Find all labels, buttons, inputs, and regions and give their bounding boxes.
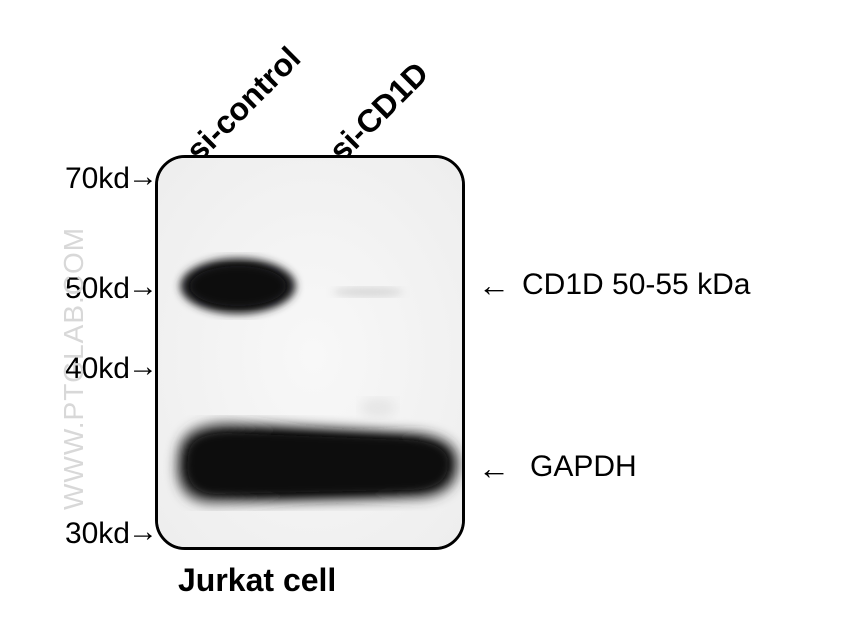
arrow-cd1d: ← <box>478 267 510 304</box>
lane-label-control: si-control <box>179 40 308 169</box>
marker-arrow-70: → <box>128 160 158 194</box>
arrow-gapdh: ← <box>478 450 510 487</box>
watermark-text: WWW.PTGLAB.COM <box>58 227 90 510</box>
cell-line-label: Jurkat cell <box>178 562 336 599</box>
marker-arrow-50: → <box>128 270 158 304</box>
marker-70kd: 70kd <box>30 162 130 196</box>
figure-container: si-control si-CD1D 70kd → 50kd → 40kd → … <box>0 0 856 642</box>
blot-membrane <box>155 155 465 550</box>
marker-arrow-40: → <box>128 350 158 384</box>
marker-arrow-30: → <box>128 515 158 549</box>
lane-label-knockdown: si-CD1D <box>322 55 436 169</box>
label-cd1d: CD1D 50-55 kDa <box>522 268 750 302</box>
marker-30kd: 30kd <box>30 517 130 551</box>
label-gapdh: GAPDH <box>530 450 637 484</box>
blot-svg <box>158 158 465 550</box>
